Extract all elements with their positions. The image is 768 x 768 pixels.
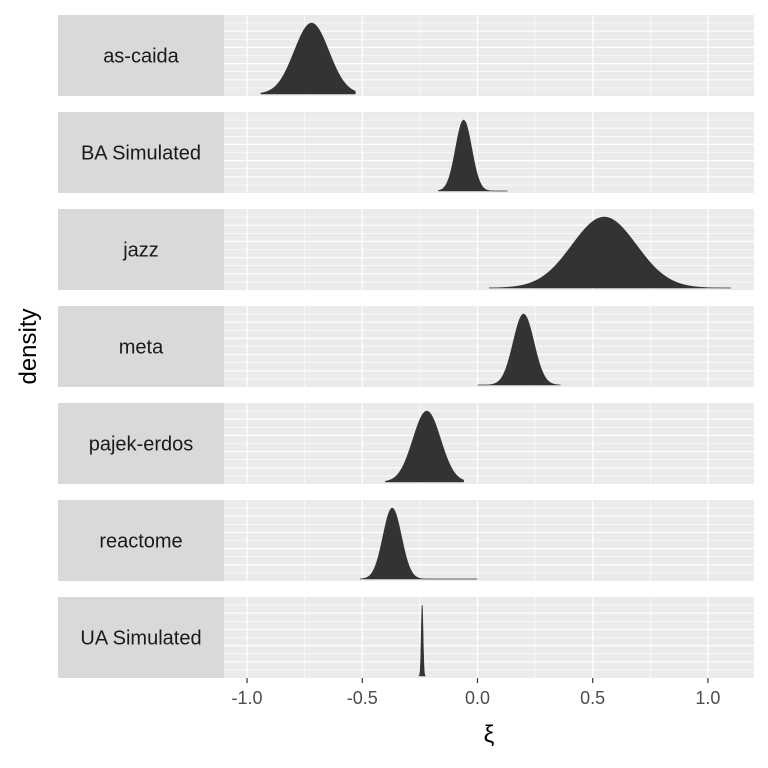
x-tick-label: 0.0 (465, 688, 490, 708)
facet-label: as-caida (103, 46, 179, 68)
density-area (477, 313, 561, 386)
density-area (418, 604, 426, 677)
facet-strip (58, 403, 224, 484)
facet-strip (58, 112, 224, 193)
facets: as-caida BA Simulated jazz meta pajek-erdos r… (58, 15, 754, 678)
facet-label: BA Simulated (81, 143, 201, 165)
y-axis-title: density (15, 308, 42, 384)
density-area (488, 216, 732, 289)
facet-label: pajek-erdos (89, 434, 194, 456)
facet-jazz: jazz (58, 209, 754, 290)
x-tick-label: -0.5 (347, 688, 378, 708)
x-tick-label: 1.0 (695, 688, 720, 708)
facet-strip (58, 597, 224, 678)
density-area (438, 119, 508, 192)
facet-ba-simulated: BA Simulated (58, 112, 754, 193)
facet-label: meta (119, 337, 164, 359)
facet-strip (58, 15, 224, 96)
x-tick-label: -1.0 (232, 688, 263, 708)
facet-label: reactome (99, 531, 182, 553)
x-axis-title: ξ (484, 721, 495, 748)
facet-pajek-erdos: pajek-erdos (58, 403, 754, 484)
density-area (385, 410, 464, 483)
facet-reactome: reactome (58, 500, 754, 581)
x-axis: -1.0 -0.5 0.0 0.5 1.0 (232, 678, 720, 708)
facet-strip (58, 500, 224, 581)
facet-as-caida: as-caida (58, 15, 754, 96)
facet-ua-simulated: UA Simulated (58, 597, 754, 678)
x-tick-label: 0.5 (580, 688, 605, 708)
facet-meta: meta (58, 306, 754, 387)
density-area (260, 22, 356, 95)
density-area (359, 507, 478, 580)
facet-label: jazz (122, 240, 159, 262)
facet-strip (58, 209, 224, 290)
facet-label: UA Simulated (80, 628, 201, 650)
facet-strip (58, 306, 224, 387)
